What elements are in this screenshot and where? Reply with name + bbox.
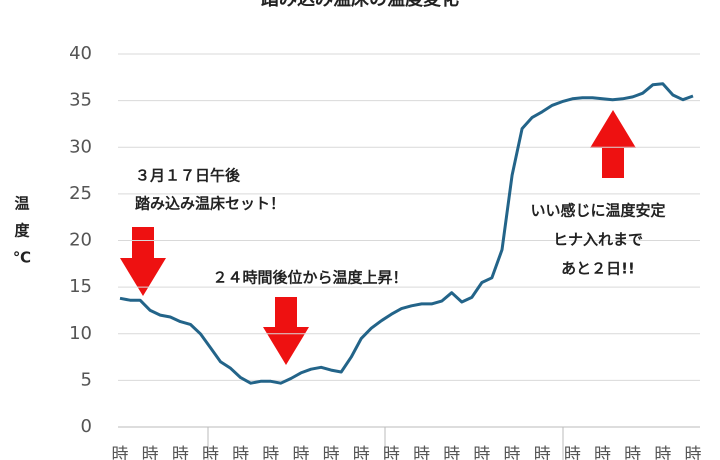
x-tick-label: 時 <box>232 445 249 460</box>
x-tick-label: 時 <box>142 445 159 460</box>
annotation: ３月１７日午後 <box>135 167 241 185</box>
x-tick-label: 時 <box>654 445 671 460</box>
x-tick-label: 時 <box>323 445 340 460</box>
y-tick-label: 15 <box>69 276 92 297</box>
chart-title: 踏み込み温床の温度変化 <box>261 0 459 10</box>
x-tick-label: 時 <box>202 445 219 460</box>
arrow <box>120 227 166 296</box>
line <box>119 82 694 385</box>
annotation: あと２日!! <box>561 260 635 278</box>
x-tick-label: 時 <box>594 445 611 460</box>
y-tick-label: 0 <box>81 416 92 437</box>
x-tick-label: 時 <box>504 445 521 460</box>
y-axis-label: 温 <box>14 195 29 213</box>
x-tick-label: 時 <box>353 445 370 460</box>
y-tick-label: 25 <box>69 183 92 204</box>
annotation: ２４時間後位から温度上昇！ <box>212 269 407 287</box>
y-tick-label: 30 <box>69 136 92 157</box>
y-axis-label: 度 <box>14 222 30 240</box>
y-tick-label: 35 <box>69 90 92 111</box>
day-separators <box>207 427 564 460</box>
arrow <box>590 110 636 178</box>
arrow <box>263 297 309 365</box>
x-tick-label: 時 <box>413 445 430 460</box>
x-tick-label: 時 <box>473 445 490 460</box>
annotation: 踏み込み温床セット！ <box>135 195 285 213</box>
y-axis-label: ℃ <box>13 249 31 267</box>
annotation: ヒナ入れまで <box>553 231 643 249</box>
y-tick-label: 40 <box>69 43 92 64</box>
x-tick-label: 時 <box>564 445 581 460</box>
x-tick-label: 時 <box>172 445 189 460</box>
y-tick-label: 20 <box>69 230 92 251</box>
x-tick-label: 時 <box>262 445 279 460</box>
annotation: いい感じに温度安定 <box>530 202 665 220</box>
x-tick-label: 時 <box>112 445 129 460</box>
x-tick-label: 時 <box>383 445 400 460</box>
arrows <box>120 110 636 365</box>
x-tick-label: 時 <box>685 445 702 460</box>
x-tick-label: 時 <box>624 445 641 460</box>
x-tick-label: 時 <box>292 445 309 460</box>
grid <box>118 53 700 428</box>
y-tick-label: 5 <box>81 369 92 390</box>
x-tick-label: 時 <box>443 445 460 460</box>
x-tick-label: 時 <box>534 445 551 460</box>
y-tick-label: 10 <box>69 323 92 344</box>
